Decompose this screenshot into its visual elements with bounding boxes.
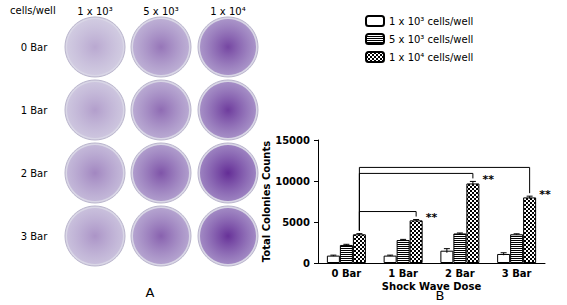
svg-text:15000: 15000 bbox=[275, 135, 310, 146]
svg-text:**: ** bbox=[426, 211, 438, 224]
svg-text:5 x 10³ cells/well: 5 x 10³ cells/well bbox=[389, 34, 473, 45]
svg-text:cells/well: cells/well bbox=[10, 5, 56, 16]
svg-text:B: B bbox=[435, 287, 445, 303]
svg-text:5 x 10³: 5 x 10³ bbox=[143, 6, 178, 17]
svg-text:1 x 10⁴ cells/well: 1 x 10⁴ cells/well bbox=[389, 52, 473, 63]
svg-text:Total Colonies Counts: Total Colonies Counts bbox=[261, 141, 272, 262]
svg-text:2 Bar: 2 Bar bbox=[445, 268, 475, 279]
svg-text:3 Bar: 3 Bar bbox=[21, 231, 49, 242]
svg-text:**: ** bbox=[482, 173, 494, 186]
svg-text:**: ** bbox=[539, 188, 551, 201]
svg-text:1 Bar: 1 Bar bbox=[21, 105, 49, 116]
svg-text:10000: 10000 bbox=[275, 176, 310, 187]
svg-text:Shock Wave Dose: Shock Wave Dose bbox=[382, 281, 482, 292]
svg-text:0 Bar: 0 Bar bbox=[332, 268, 362, 279]
svg-text:5000: 5000 bbox=[282, 217, 310, 228]
svg-text:A: A bbox=[146, 285, 155, 300]
svg-text:1 x 10³: 1 x 10³ bbox=[77, 6, 112, 17]
svg-text:0 Bar: 0 Bar bbox=[21, 42, 49, 53]
svg-text:0: 0 bbox=[303, 258, 310, 269]
svg-text:1 x 10³ cells/well: 1 x 10³ cells/well bbox=[389, 16, 473, 27]
svg-text:2 Bar: 2 Bar bbox=[21, 168, 49, 179]
svg-text:3 Bar: 3 Bar bbox=[502, 268, 532, 279]
svg-text:1 Bar: 1 Bar bbox=[388, 268, 418, 279]
svg-text:1 x 10⁴: 1 x 10⁴ bbox=[210, 6, 245, 17]
